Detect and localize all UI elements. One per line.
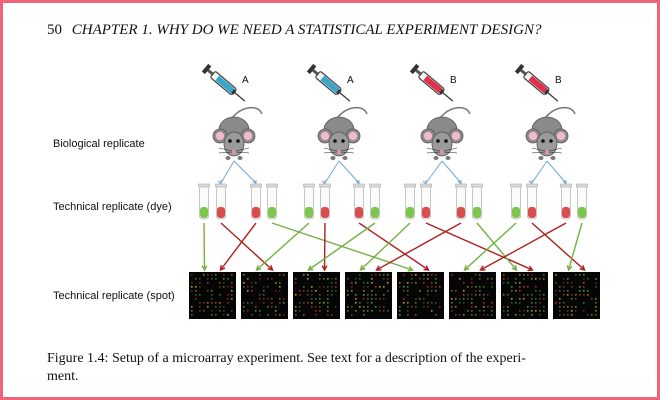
tube-array-link	[219, 222, 257, 271]
dye-tube	[526, 183, 538, 220]
tube-array-link	[464, 222, 517, 271]
mouse-tube-link	[324, 160, 340, 184]
array-row	[189, 272, 600, 319]
tube-array-link	[358, 222, 429, 271]
microarray-slide	[293, 272, 340, 319]
label-technical-replicate-dye: Technical replicate (dye)	[53, 201, 172, 213]
dye-tube	[510, 183, 522, 220]
microarray-slide	[189, 272, 236, 319]
dye-tube	[420, 183, 432, 220]
dye-tube	[303, 183, 315, 220]
caption-line-1: Figure 1.4: Setup of a microarray experi…	[47, 351, 526, 366]
dye-tube	[250, 183, 262, 220]
tube-array-link	[360, 222, 411, 271]
microarray-slide	[501, 272, 548, 319]
dye-tube	[319, 183, 331, 220]
dye-tube	[404, 183, 416, 220]
tube-array-link	[425, 222, 533, 271]
syringe-icon	[306, 63, 351, 102]
caption-line-2: ment.	[47, 369, 79, 384]
mouse-icon	[317, 106, 368, 160]
mouse-tube-link	[441, 160, 462, 184]
label-technical-replicate-spot: Technical replicate (spot)	[53, 290, 175, 302]
microarray-slide	[345, 272, 392, 319]
mouse-tube-link	[425, 160, 443, 184]
syringe-icon	[409, 63, 454, 102]
tube-array-link	[480, 222, 567, 271]
treatment-label: B	[450, 75, 457, 86]
dye-tube	[471, 183, 483, 220]
tube-array-link	[476, 222, 518, 271]
treatment-label: B	[555, 75, 562, 86]
dye-tube	[369, 183, 381, 220]
mouse-tube-link	[233, 160, 257, 184]
syringe-icon	[201, 63, 246, 102]
mouse-to-tube-connections	[217, 160, 567, 185]
microarray-slide	[449, 272, 496, 319]
mouse-tube-link	[531, 160, 548, 184]
mouse-tube-link	[220, 160, 235, 184]
tube-row	[198, 183, 588, 220]
tube-array-link	[203, 222, 206, 271]
dye-tube	[215, 183, 227, 220]
label-biological-replicate: Biological replicate	[53, 138, 145, 150]
figure-caption: Figure 1.4: Setup of a microarray experi…	[47, 350, 627, 386]
dye-tube	[353, 183, 365, 220]
microarray-slide	[397, 272, 444, 319]
tube-array-link	[256, 222, 310, 271]
dye-tube	[198, 183, 210, 220]
dye-tube	[455, 183, 467, 220]
microarray-slide	[241, 272, 288, 319]
mouse-icon	[212, 106, 263, 160]
dye-tube	[560, 183, 572, 220]
dye-tube	[576, 183, 588, 220]
page-number: 50	[47, 22, 62, 38]
microarray-slide	[553, 272, 600, 319]
tube-array-link	[323, 222, 326, 271]
tube-array-link	[220, 222, 273, 271]
mouse-row	[212, 106, 576, 160]
mouse-icon	[420, 106, 471, 160]
mouse-icon	[525, 106, 576, 160]
tube-array-link	[376, 222, 462, 271]
syringe-icon	[514, 63, 559, 102]
tube-to-array-connections	[201, 222, 586, 272]
mouse-tube-link	[546, 160, 567, 184]
mouse-tube-link	[338, 160, 360, 184]
running-head: 50 CHAPTER 1. WHY DO WE NEED A STATISTIC…	[47, 22, 541, 39]
tube-array-link	[531, 222, 585, 271]
tube-array-link	[308, 222, 376, 271]
chapter-title: CHAPTER 1. WHY DO WE NEED A STATISTICAL …	[71, 22, 542, 38]
tube-array-link	[567, 222, 583, 271]
treatment-label: A	[347, 75, 354, 86]
treatment-label: A	[242, 75, 249, 86]
dye-tube	[266, 183, 278, 220]
